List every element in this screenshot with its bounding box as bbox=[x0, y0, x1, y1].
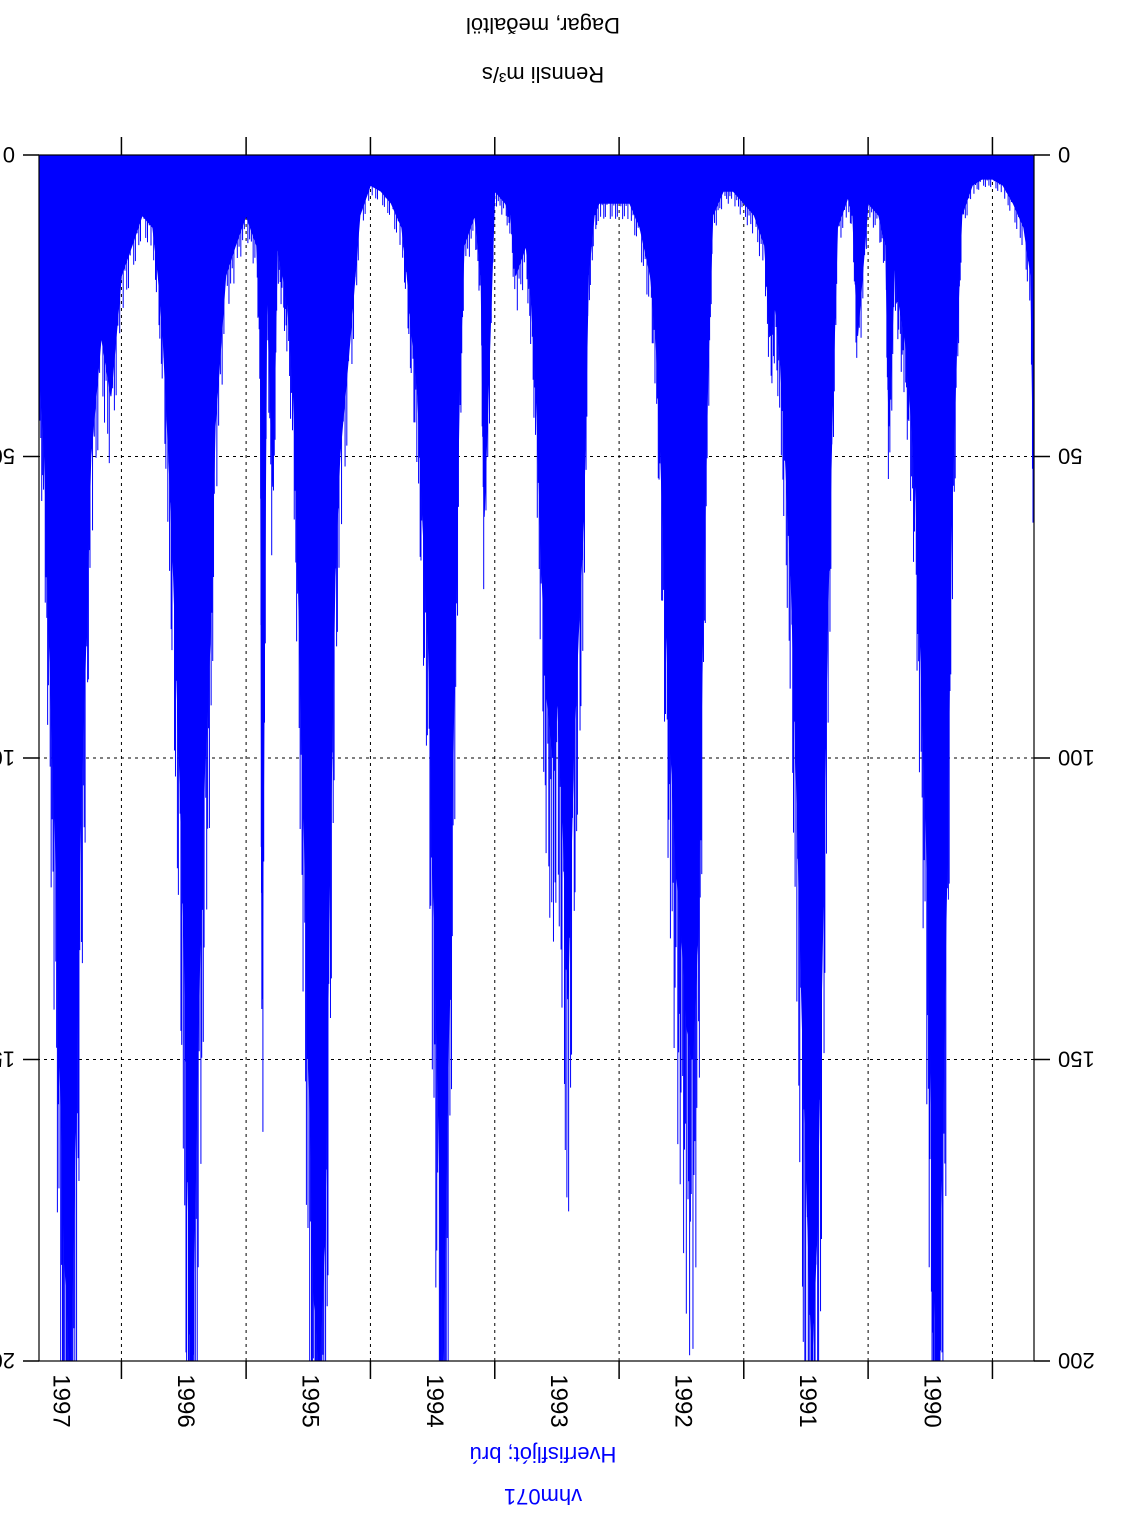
y-tick-label-left: 50 bbox=[1058, 444, 1082, 469]
year-label: 1997 bbox=[47, 1374, 74, 1427]
y-tick-label-right: 150 bbox=[0, 1047, 15, 1072]
y-tick-label-left: 150 bbox=[1058, 1047, 1095, 1072]
rotated-chart-group: 0 0 50 50 100 100 150 150 200 200 1990 1991 1992 1993… bbox=[0, 13, 1095, 1509]
year-label: 1990 bbox=[918, 1374, 945, 1427]
year-label: 1996 bbox=[172, 1374, 199, 1427]
year-label: 1994 bbox=[421, 1374, 448, 1427]
year-label: 1992 bbox=[669, 1374, 696, 1427]
y-tick-label-left: 100 bbox=[1058, 745, 1095, 770]
year-label: 1991 bbox=[794, 1374, 821, 1427]
station-id-label: vhm071 bbox=[504, 1484, 582, 1509]
y-tick-label-right: 100 bbox=[0, 745, 15, 770]
year-label: 1993 bbox=[545, 1374, 572, 1427]
ticks-layer: 0 0 50 50 100 100 150 150 200 200 1990 1991 1992 1993… bbox=[0, 13, 1095, 1428]
x-axis-title: Dagar, meðaltöl bbox=[466, 13, 620, 38]
y-tick-label-right: 200 bbox=[0, 1348, 15, 1373]
y-tick-label-left: 0 bbox=[1058, 142, 1070, 167]
data-layer bbox=[38, 154, 1035, 1362]
year-label: 1995 bbox=[296, 1374, 323, 1427]
y-tick-label-right: 50 bbox=[0, 444, 15, 469]
y-axis-title: Rennsli m³/s bbox=[482, 62, 604, 87]
station-name-label: Hverfisfljót; brú bbox=[470, 1442, 617, 1467]
grid-layer bbox=[39, 155, 1034, 1361]
y-tick-label-left: 200 bbox=[1058, 1348, 1095, 1373]
y-tick-label-right: 0 bbox=[3, 142, 15, 167]
